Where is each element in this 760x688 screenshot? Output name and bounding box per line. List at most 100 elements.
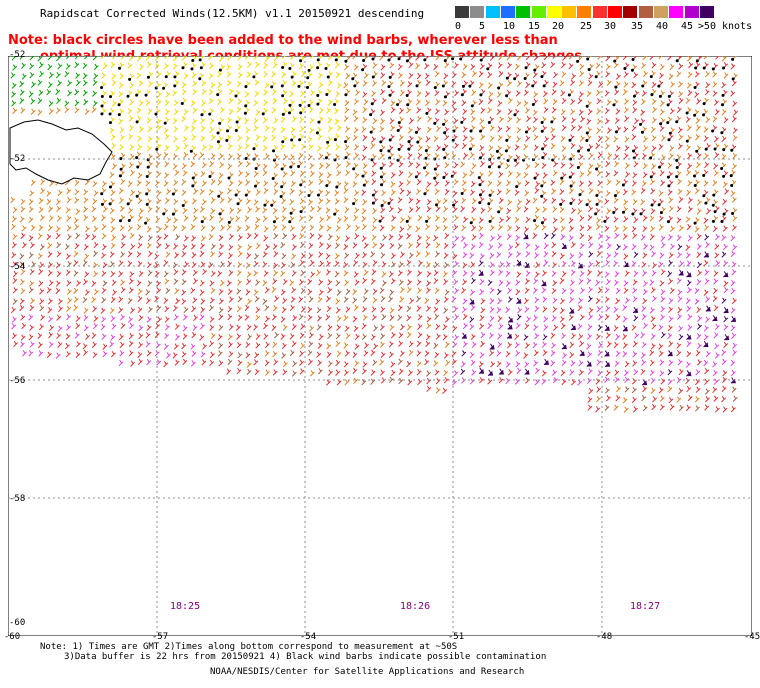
wind-barb (280, 143, 286, 151)
contamination-dot (371, 75, 375, 79)
wind-barb (309, 224, 315, 231)
wind-barb (201, 359, 207, 366)
wind-barb (110, 61, 116, 69)
wind-barb (289, 154, 295, 161)
wind-barb (622, 233, 628, 240)
contamination-dot (290, 75, 294, 79)
wind-barb (354, 224, 360, 232)
wind-barb (497, 126, 503, 133)
wind-barb (668, 316, 674, 323)
wind-barb (605, 370, 611, 377)
footer-credit: NOAA/NESDIS/Center for Satellite Applica… (210, 667, 525, 677)
wind-barb (55, 198, 61, 206)
contamination-dot (675, 158, 679, 162)
wind-barb (669, 63, 675, 71)
wind-barb (516, 56, 522, 61)
wind-barb (622, 333, 628, 340)
wind-barb (640, 368, 646, 375)
wind-barb (47, 298, 53, 305)
wind-barb (623, 280, 629, 287)
contamination-dot (442, 122, 446, 126)
wind-barb (47, 56, 53, 61)
wind-barb (435, 298, 441, 305)
wind-barb (93, 288, 99, 296)
wind-barb (507, 108, 513, 115)
wind-barb (39, 214, 45, 221)
wind-barb (595, 260, 601, 267)
wind-barb (388, 205, 394, 213)
wind-barb (478, 361, 484, 368)
wind-barb (568, 63, 574, 70)
wind-barb (586, 224, 592, 232)
wind-barb (613, 216, 619, 223)
wind-barb (109, 260, 115, 268)
wind-barb (507, 342, 512, 349)
contamination-dot (468, 147, 472, 151)
wind-barb (496, 189, 502, 196)
contamination-dot (542, 84, 546, 88)
wind-barb (505, 163, 511, 170)
wind-barb (587, 324, 593, 331)
wind-barb (253, 99, 259, 107)
wind-barb (192, 118, 197, 125)
contamination-dot (460, 192, 464, 196)
wind-barb (633, 117, 639, 125)
wind-barb (361, 208, 367, 215)
wind-barb (406, 331, 412, 339)
wind-barb (424, 170, 430, 177)
wind-barb (694, 71, 700, 78)
wind-barb (613, 404, 619, 411)
wind-barb (64, 100, 70, 107)
wind-barb (506, 233, 512, 240)
wind-barb (516, 127, 522, 134)
wind-barb (461, 224, 467, 232)
wind-barb (11, 316, 17, 323)
wind-barb (686, 385, 692, 393)
wind-barb (652, 396, 658, 403)
wind-barb (712, 90, 718, 97)
wind-barb (543, 242, 549, 250)
wind-barb (319, 107, 325, 114)
wind-barb (129, 82, 135, 89)
wind-barb (516, 136, 521, 143)
wind-barb (56, 205, 62, 213)
wind-barb (642, 322, 648, 329)
legend-color-swatch (684, 6, 699, 18)
contamination-dot (711, 67, 715, 71)
wind-barb (289, 333, 295, 340)
wind-barb (354, 207, 360, 214)
wind-barb (507, 369, 513, 376)
wind-barb-pennant (507, 334, 513, 339)
wind-barb (443, 252, 449, 259)
contamination-dot (649, 75, 653, 79)
wind-barb (388, 271, 394, 278)
wind-barb (553, 71, 558, 79)
wind-barb-pennant (604, 326, 610, 331)
contamination-dot (281, 94, 285, 98)
contamination-dot (658, 165, 662, 169)
wind-barb (406, 179, 412, 186)
wind-barb (57, 325, 63, 332)
wind-barb (372, 62, 378, 69)
wind-barb (462, 126, 468, 133)
wind-barb (389, 324, 395, 331)
wind-barb (11, 223, 16, 231)
wind-barb (397, 304, 403, 312)
wind-barb (173, 126, 179, 133)
wind-barb (280, 289, 286, 296)
wind-barb (29, 63, 35, 70)
wind-barb (75, 72, 80, 79)
wind-barb (336, 350, 342, 357)
contamination-dot (333, 103, 337, 107)
wind-barb (606, 242, 612, 250)
wind-barb (507, 62, 512, 69)
wind-barb (587, 79, 593, 87)
wind-barb (588, 73, 594, 80)
wind-barb (316, 145, 322, 152)
wind-barb (111, 100, 117, 107)
wind-barb (362, 106, 368, 114)
wind-barb (327, 324, 333, 331)
wind-barb (118, 270, 124, 278)
wind-barb (523, 100, 529, 107)
wind-barb (730, 250, 736, 258)
